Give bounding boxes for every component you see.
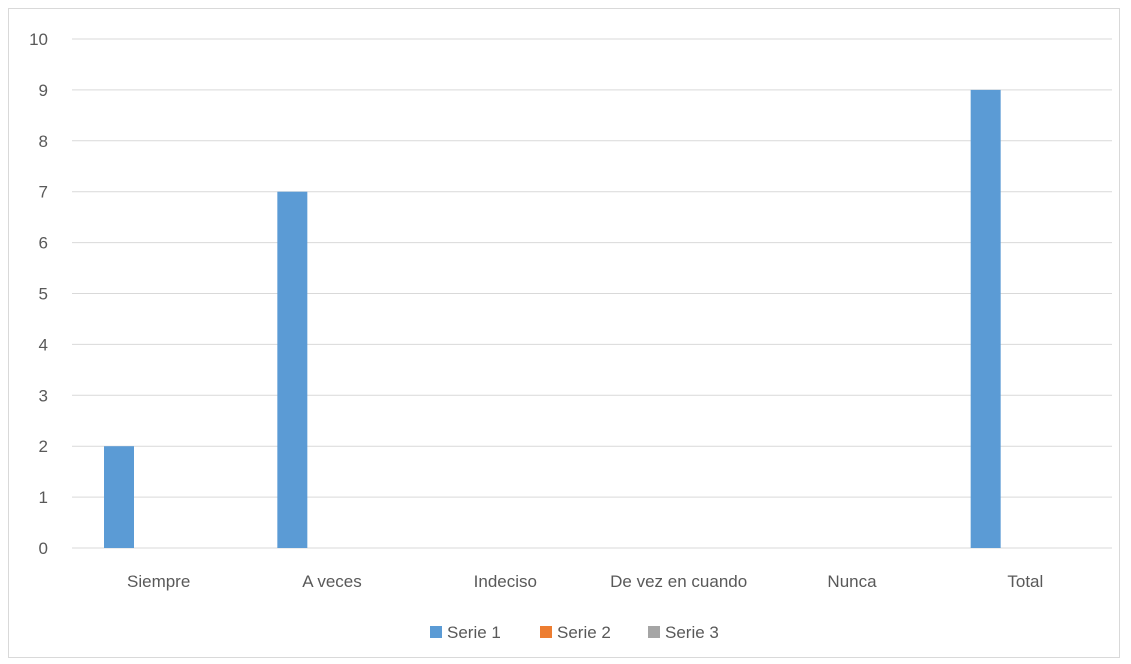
y-tick-label: 3 [39,386,48,405]
chart-frame [8,8,1120,658]
x-tick-label: Indeciso [474,572,537,591]
y-tick-label: 1 [39,488,48,507]
y-tick-label: 6 [39,234,48,253]
bar [277,191,308,548]
x-tick-label: Siempre [127,572,190,591]
x-tick-label: Total [1007,572,1043,591]
y-tick-label: 5 [39,285,48,304]
x-tick-label: De vez en cuando [610,572,747,591]
legend-label: Serie 1 [447,623,501,642]
y-tick-label: 8 [39,132,48,151]
y-tick-label: 0 [39,539,48,558]
y-axis-ticks: 0 1 2 3 4 5 6 7 8 9 10 [29,30,48,558]
legend-swatch [648,626,660,638]
legend-swatch [430,626,442,638]
legend: Serie 1 Serie 2 Serie 3 [430,623,719,642]
y-tick-label: 4 [39,335,48,354]
legend-label: Serie 2 [557,623,611,642]
x-tick-label: A veces [302,572,362,591]
bar [970,89,1001,549]
y-tick-label: 10 [29,30,48,49]
y-tick-label: 2 [39,437,48,456]
x-axis-ticks: Siempre A veces Indeciso De vez en cuando Nu… [127,572,1043,591]
x-tick-label: Nunca [827,572,877,591]
legend-label: Serie 3 [665,623,719,642]
legend-swatch [540,626,552,638]
y-tick-label: 7 [39,183,48,202]
bars [104,89,1001,549]
y-tick-label: 9 [39,81,48,100]
gridlines [72,38,1112,549]
bar [104,446,134,548]
